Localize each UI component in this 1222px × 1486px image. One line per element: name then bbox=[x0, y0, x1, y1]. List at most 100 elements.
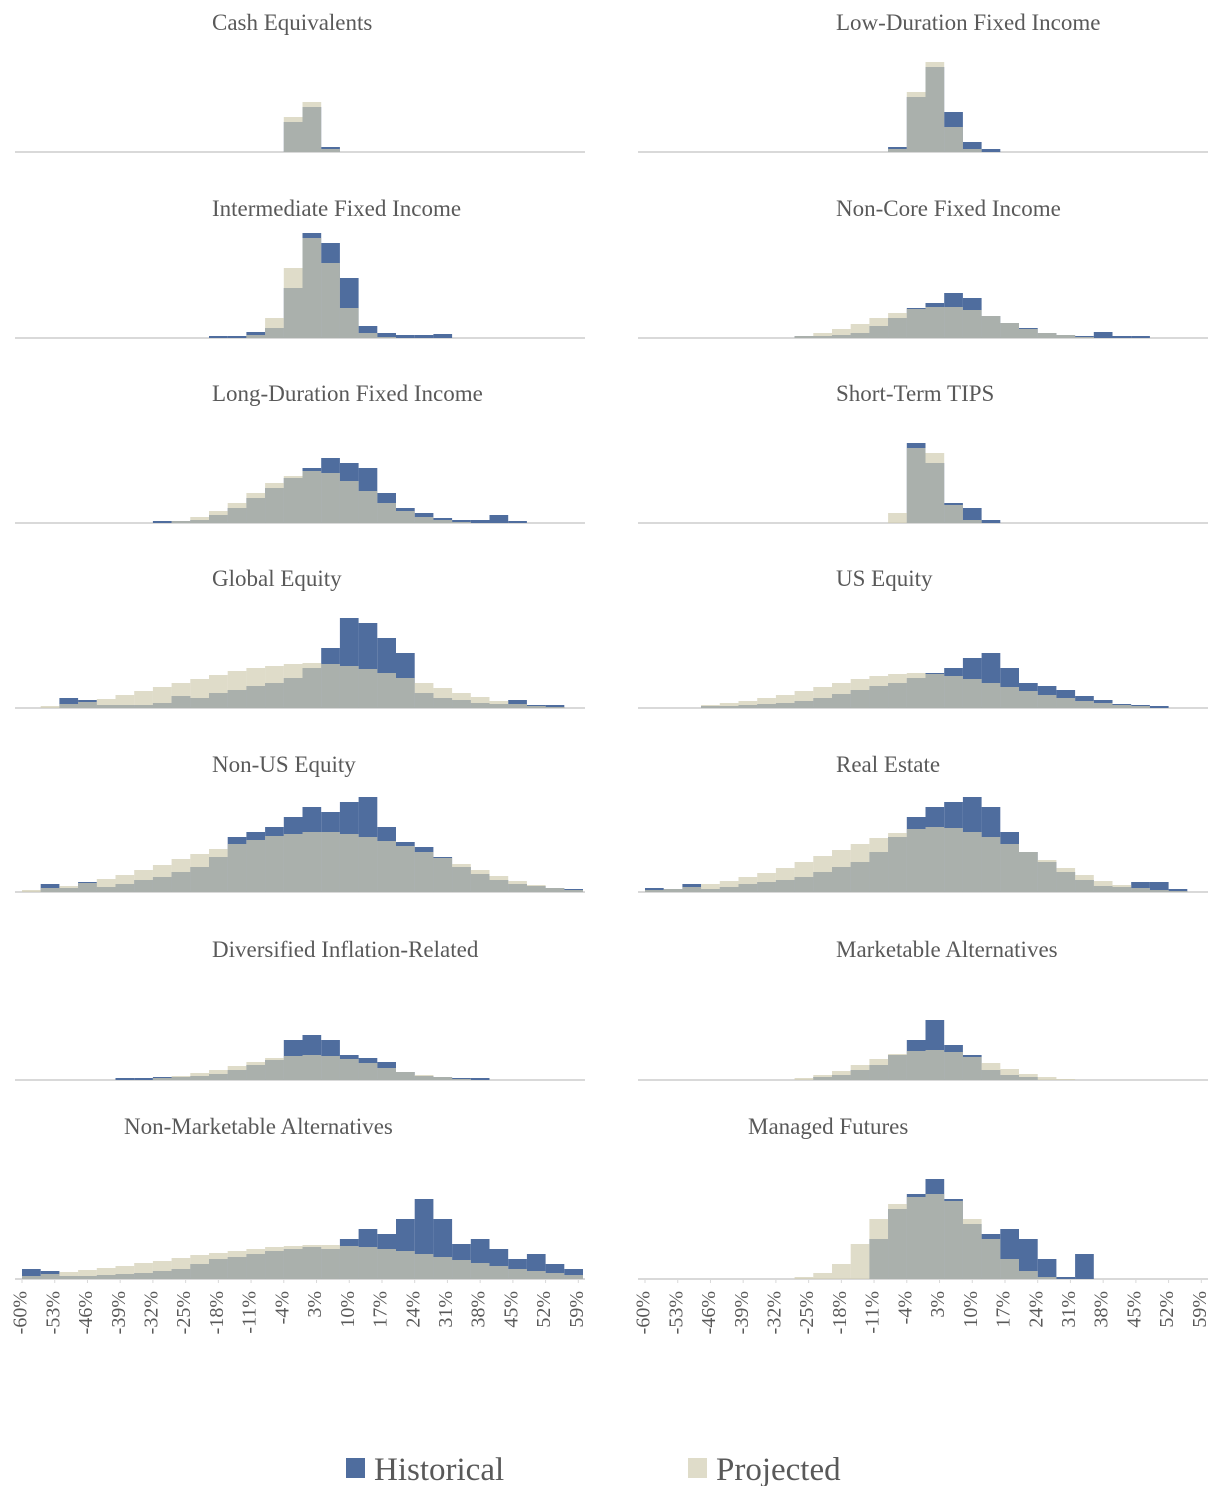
legend-swatch bbox=[688, 1458, 707, 1478]
bar bbox=[358, 333, 378, 338]
bar bbox=[377, 1249, 396, 1279]
bar bbox=[981, 316, 1001, 338]
bar bbox=[414, 1254, 434, 1279]
bar bbox=[152, 1261, 172, 1279]
bar bbox=[265, 483, 284, 523]
bar bbox=[321, 1245, 340, 1279]
x-tick-label: -60% bbox=[633, 1291, 655, 1334]
bar bbox=[1056, 335, 1076, 338]
bar bbox=[794, 1277, 814, 1279]
panel-title: Non-Core Fixed Income bbox=[836, 196, 1061, 221]
bar bbox=[433, 334, 453, 338]
bar bbox=[944, 307, 963, 338]
bar bbox=[925, 453, 945, 523]
bar bbox=[850, 1244, 870, 1279]
bar bbox=[906, 1051, 926, 1080]
bar bbox=[209, 849, 228, 892]
panel-title: Intermediate Fixed Income bbox=[212, 196, 461, 221]
bar bbox=[358, 1247, 378, 1279]
bar bbox=[832, 1264, 851, 1279]
panel: Real Estate bbox=[638, 752, 1208, 893]
bar bbox=[22, 1269, 41, 1279]
bar bbox=[813, 1273, 832, 1279]
bar bbox=[302, 1245, 322, 1279]
bar bbox=[377, 673, 396, 708]
bar bbox=[171, 1076, 191, 1080]
bar bbox=[813, 856, 832, 892]
x-tick-label: 59% bbox=[566, 1291, 588, 1328]
bar bbox=[645, 890, 664, 892]
panel-title: Non-US Equity bbox=[212, 752, 356, 777]
bar bbox=[906, 673, 926, 708]
bar bbox=[701, 884, 720, 892]
bar bbox=[246, 840, 266, 892]
panel: US Equity bbox=[638, 566, 1208, 709]
bar bbox=[545, 888, 565, 892]
bar bbox=[265, 1058, 284, 1080]
bar bbox=[40, 706, 60, 708]
bar bbox=[719, 703, 739, 708]
bar bbox=[302, 238, 322, 338]
bar bbox=[59, 886, 79, 892]
bar bbox=[209, 1070, 228, 1080]
bar bbox=[227, 336, 247, 338]
bar bbox=[1019, 691, 1038, 708]
bar bbox=[1168, 891, 1188, 892]
x-tick-label: 38% bbox=[468, 1291, 490, 1328]
bar bbox=[526, 885, 546, 892]
bar bbox=[470, 697, 490, 708]
bar bbox=[1037, 860, 1057, 892]
bar bbox=[152, 521, 172, 523]
bar bbox=[981, 520, 1001, 523]
bar bbox=[701, 705, 720, 708]
bar bbox=[738, 701, 758, 708]
x-tick-label: 10% bbox=[337, 1291, 359, 1328]
legend-label: Historical bbox=[374, 1452, 504, 1486]
bar bbox=[134, 1263, 153, 1279]
bar bbox=[1056, 698, 1076, 708]
x-tick-label: -25% bbox=[796, 1291, 818, 1334]
bar bbox=[209, 1253, 228, 1279]
bar bbox=[377, 333, 396, 338]
bar bbox=[888, 833, 907, 892]
x-tick-label: -11% bbox=[239, 1291, 261, 1334]
bar bbox=[339, 481, 359, 523]
panel: Non-Core Fixed Income bbox=[638, 196, 1208, 339]
bar bbox=[1112, 885, 1132, 892]
bar bbox=[888, 1204, 907, 1279]
bar bbox=[433, 520, 453, 523]
bar bbox=[775, 695, 795, 708]
bar bbox=[452, 693, 471, 708]
bar bbox=[134, 1078, 153, 1080]
bar bbox=[433, 688, 453, 708]
bar bbox=[339, 1059, 359, 1080]
bar bbox=[377, 503, 396, 523]
bar bbox=[1093, 703, 1113, 708]
bar bbox=[22, 1276, 41, 1279]
bar bbox=[944, 676, 963, 708]
bar bbox=[1131, 888, 1150, 892]
bar bbox=[78, 1270, 97, 1279]
bar bbox=[171, 859, 191, 892]
panel: Long-Duration Fixed Income bbox=[15, 381, 585, 524]
bar bbox=[302, 102, 322, 152]
bar bbox=[962, 1057, 982, 1080]
bar bbox=[265, 666, 284, 708]
bar bbox=[283, 664, 303, 708]
bar bbox=[944, 505, 963, 523]
bar bbox=[869, 838, 889, 892]
bar bbox=[757, 698, 776, 708]
x-tick-label: -46% bbox=[698, 1291, 720, 1334]
bar bbox=[171, 521, 191, 523]
bar bbox=[358, 669, 378, 708]
bar bbox=[906, 92, 926, 152]
bar bbox=[283, 476, 303, 523]
bar bbox=[1037, 1277, 1057, 1279]
x-tick-label: -18% bbox=[206, 1291, 228, 1334]
bar bbox=[396, 678, 415, 708]
bar bbox=[377, 841, 396, 892]
bar bbox=[981, 683, 1001, 708]
bar bbox=[925, 62, 945, 152]
bar bbox=[246, 1249, 266, 1279]
